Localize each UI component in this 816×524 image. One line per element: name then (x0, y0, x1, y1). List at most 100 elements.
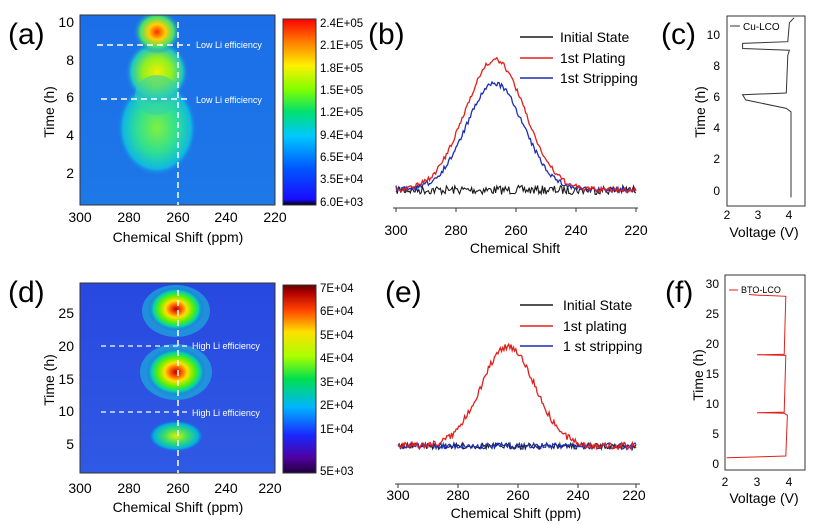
ytick-a-4: 4 (66, 127, 74, 143)
axis-b-xticks: 300 280 260 240 220 (384, 222, 648, 238)
axis-f-xlabel: Voltage (V) (729, 490, 798, 506)
heatmap-a-ylabel: Time (h) (41, 86, 57, 138)
panel-b: 300 280 260 240 220 Chemical Shift Initi… (384, 29, 648, 256)
ytick-d-15: 15 (58, 371, 74, 387)
heatmap-d-annotation-1: High Li efficiency (192, 341, 260, 351)
panel-label-a: (a) (8, 18, 45, 51)
colorbar-d (282, 284, 317, 474)
legend-e-label-stripping: 1 st stripping (563, 338, 642, 354)
heatmap-d-xticks: 300 280 260 240 220 (68, 480, 282, 496)
legend-e-label-initial: Initial State (563, 297, 632, 313)
ytick-c-2: 2 (713, 152, 720, 166)
axis-c-ylabel: Time (h) (692, 86, 708, 138)
xtick-d-300: 300 (68, 480, 92, 496)
ytick-f-20: 20 (706, 337, 720, 351)
colorbar-a-tick-8: 6.0E+03 (320, 197, 363, 209)
panel-f: BTO-LCO 30 25 20 15 10 5 0 2 3 4 Voltage… (690, 274, 806, 506)
ytick-f-15: 15 (706, 367, 720, 381)
xtick-e-220: 220 (622, 487, 646, 503)
ytick-d-20: 20 (58, 338, 74, 354)
axis-c-xlabel: Voltage (V) (729, 224, 798, 240)
colorbar-d-tick-2: 5E+04 (320, 330, 354, 342)
series-b-1st-plating (395, 56, 637, 194)
axis-c-frame (726, 15, 806, 207)
heatmap-d-ylabel: Time (h) (41, 354, 57, 406)
xtick-e-280: 280 (446, 487, 470, 503)
colorbar-a (282, 18, 317, 206)
legend-b: Initial State 1st Plating 1st Stripping (520, 29, 638, 86)
ytick-c-0: 0 (713, 184, 720, 198)
ytick-c-8: 8 (713, 59, 720, 73)
colorbar-a-tick-5: 9.4E+04 (320, 130, 364, 142)
panel-label-f: (f) (665, 276, 693, 309)
legend-e-label-plating: 1st plating (563, 318, 627, 334)
panel-c: Cu-LCO 10 8 6 4 2 0 2 3 4 Voltage (V) Ti… (692, 15, 806, 240)
axis-c-yticks: 10 8 6 4 2 0 (707, 28, 721, 198)
legend-b-label-initial: Initial State (560, 29, 629, 45)
axis-f-frame (724, 274, 806, 471)
ytick-a-6: 6 (66, 89, 74, 105)
xtick-e-240: 240 (566, 487, 590, 503)
ytick-c-4: 4 (713, 121, 720, 135)
ytick-f-5: 5 (712, 427, 719, 441)
heatmap-a-annotation-1: Low Li efficiency (196, 40, 262, 50)
colorbar-a-tick-3: 1.5E+05 (320, 85, 363, 97)
panel-e: 300 280 260 240 220 Chemical Shift (ppm)… (386, 297, 646, 521)
xtick-c-2: 2 (724, 208, 731, 222)
heatmap-a-blob-top (133, 15, 181, 54)
xtick-d-280: 280 (117, 480, 141, 496)
legend-f-label: BTO-LCO (741, 285, 781, 295)
heatmap-a-yticks: 10 8 6 4 2 (58, 14, 74, 181)
heatmap-a-blob-low (117, 80, 197, 176)
legend-e: Initial State 1st plating 1 st stripping (520, 297, 642, 354)
xtick-a-280: 280 (117, 209, 141, 225)
ytick-f-0: 0 (712, 457, 719, 471)
xtick-f-3: 3 (754, 475, 761, 489)
xtick-d-240: 240 (214, 480, 238, 496)
axis-e-ticks (397, 484, 637, 488)
heatmap-d-xlabel: Chemical Shift (ppm) (113, 499, 244, 515)
xtick-e-260: 260 (506, 487, 530, 503)
axis-f-ylabel: Time (h) (690, 349, 706, 401)
ytick-a-2: 2 (66, 165, 74, 181)
legend-b-label-plating: 1st Plating (560, 50, 625, 66)
series-b-1st-stripping (395, 80, 637, 194)
heatmap-a-annotation-2: Low Li efficiency (196, 95, 262, 105)
colorbar-d-tick-7: 5E+03 (320, 466, 354, 478)
axis-b-xlabel: Chemical Shift (470, 240, 560, 256)
colorbar-a-ticks: 2.4E+05 2.1E+05 1.8E+05 1.5E+05 1.2E+05 … (320, 18, 364, 209)
ytick-d-25: 25 (58, 305, 74, 321)
series-b-initial-state (395, 183, 637, 196)
panel-a: Low Li efficiency Low Li efficiency 10 8… (41, 14, 364, 245)
ytick-d-5: 5 (66, 436, 74, 452)
xtick-c-3: 3 (755, 208, 762, 222)
heatmap-d-blob-mid (146, 348, 206, 396)
colorbar-a-tick-0: 2.4E+05 (320, 18, 363, 30)
panel-label-b: (b) (368, 18, 405, 51)
colorbar-d-tick-4: 3E+04 (320, 377, 354, 389)
colorbar-a-tick-4: 1.2E+05 (320, 107, 363, 119)
axis-e-xticks: 300 280 260 240 220 (386, 487, 646, 503)
panel-label-e: (e) (385, 276, 422, 309)
heatmap-d-blob-top (148, 287, 204, 331)
xtick-a-240: 240 (214, 209, 238, 225)
heatmap-a-xlabel: Chemical Shift (ppm) (113, 229, 244, 245)
axis-b-ticks (395, 208, 637, 212)
colorbar-a-tick-2: 1.8E+05 (320, 63, 363, 75)
ytick-f-25: 25 (706, 307, 720, 321)
ytick-c-6: 6 (713, 90, 720, 104)
colorbar-d-tick-3: 4E+04 (320, 353, 354, 365)
legend-c-label: Cu-LCO (743, 22, 780, 33)
colorbar-d-tick-6: 1E+04 (320, 424, 354, 436)
xtick-e-300: 300 (386, 487, 410, 503)
xtick-b-260: 260 (504, 222, 528, 238)
xtick-d-260: 260 (166, 480, 190, 496)
xtick-f-2: 2 (722, 475, 729, 489)
axis-f-xticks: 2 3 4 (722, 475, 793, 489)
ytick-f-10: 10 (706, 397, 720, 411)
xtick-d-220: 220 (258, 480, 282, 496)
ytick-d-10: 10 (58, 403, 74, 419)
panel-label-d: (d) (8, 276, 45, 309)
xtick-f-4: 4 (786, 475, 793, 489)
